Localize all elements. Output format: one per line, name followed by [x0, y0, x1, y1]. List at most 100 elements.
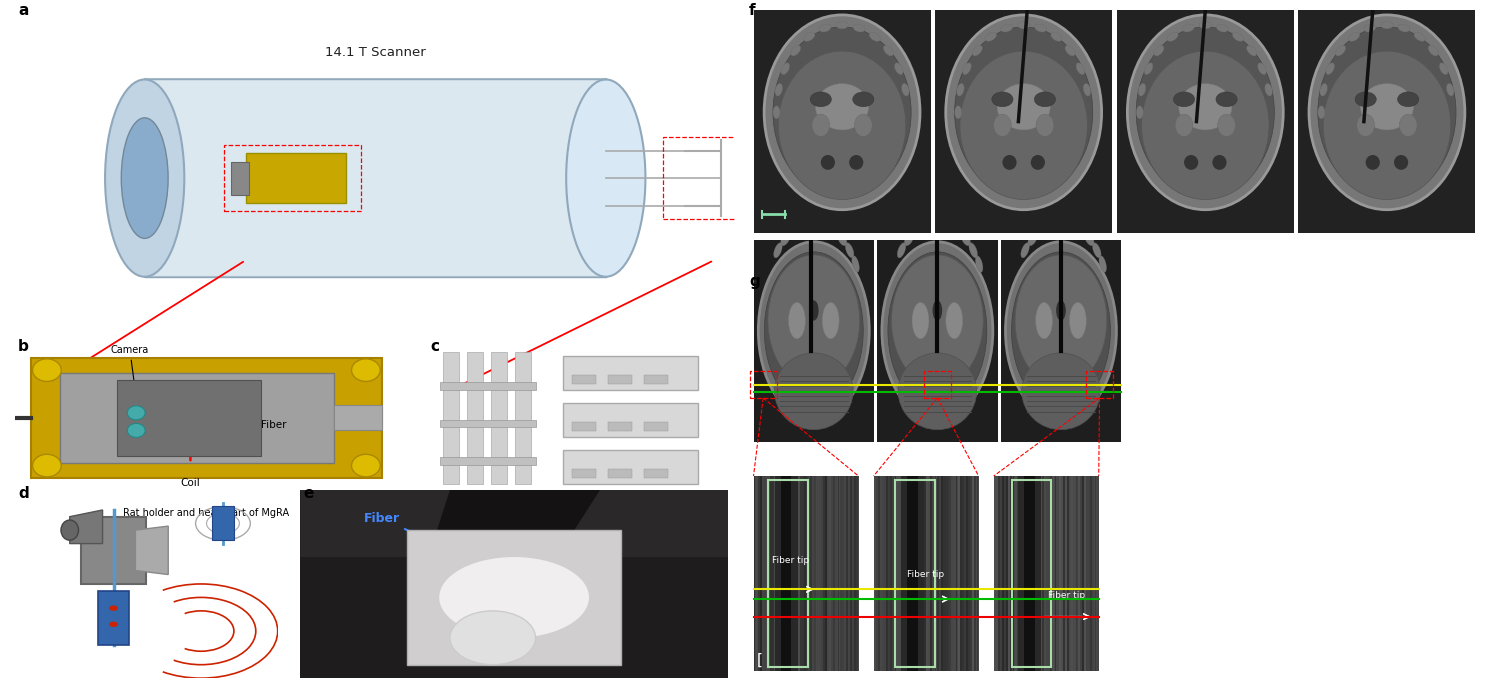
Ellipse shape [973, 45, 982, 56]
Ellipse shape [1036, 302, 1052, 339]
Bar [952, 476, 953, 671]
Ellipse shape [853, 24, 865, 32]
Bar [1058, 476, 1061, 671]
Ellipse shape [854, 114, 872, 136]
Bar [802, 476, 803, 671]
Bar [1088, 476, 1090, 671]
Bar [769, 476, 770, 671]
Ellipse shape [809, 301, 818, 321]
Bar [440, 458, 536, 465]
Ellipse shape [869, 32, 881, 41]
Bar [1000, 476, 1001, 671]
Bar [758, 476, 760, 671]
Ellipse shape [904, 232, 914, 246]
Bar [847, 476, 848, 671]
Bar [832, 476, 833, 671]
Bar [760, 476, 761, 671]
Text: Back part of MgRA: Back part of MgRA [533, 499, 623, 509]
Ellipse shape [992, 92, 1013, 107]
Bar [907, 476, 917, 671]
Ellipse shape [853, 92, 874, 107]
Bar [1019, 476, 1021, 671]
Bar [839, 476, 842, 671]
Bar [895, 476, 896, 671]
Ellipse shape [1034, 24, 1046, 32]
Bar [926, 476, 928, 671]
Bar [956, 476, 958, 671]
Bar [1036, 476, 1037, 671]
Bar [608, 422, 632, 431]
Ellipse shape [838, 232, 847, 246]
Ellipse shape [1034, 92, 1055, 107]
Text: Fiber: Fiber [365, 512, 518, 582]
Ellipse shape [1154, 45, 1163, 56]
Ellipse shape [1183, 24, 1195, 32]
Circle shape [351, 454, 380, 477]
Bar [806, 476, 808, 671]
Ellipse shape [812, 114, 830, 136]
Ellipse shape [932, 301, 943, 321]
Ellipse shape [1397, 92, 1418, 107]
Bar [644, 469, 668, 478]
Bar [932, 476, 934, 671]
Bar [790, 476, 791, 671]
Bar [953, 476, 955, 671]
Bar [1037, 476, 1040, 671]
Ellipse shape [1325, 63, 1334, 75]
Bar [1078, 476, 1079, 671]
Bar [117, 380, 261, 456]
Bar [212, 506, 234, 540]
Bar [1015, 476, 1016, 671]
Ellipse shape [1084, 84, 1091, 96]
Bar [1072, 476, 1073, 671]
Ellipse shape [1439, 63, 1448, 75]
Bar [836, 476, 838, 671]
Text: Fiber: Fiber [261, 421, 287, 430]
Circle shape [128, 406, 146, 420]
Ellipse shape [803, 32, 815, 41]
Ellipse shape [791, 45, 800, 56]
Bar [914, 476, 916, 671]
Bar [1093, 476, 1094, 671]
Polygon shape [557, 490, 728, 557]
Bar [1057, 476, 1058, 671]
Ellipse shape [1006, 242, 1117, 420]
Text: Fiber tip: Fiber tip [907, 569, 944, 579]
Bar [231, 162, 249, 195]
Bar [781, 476, 791, 671]
Bar [300, 490, 728, 557]
Ellipse shape [775, 353, 853, 429]
Bar [797, 476, 800, 671]
Ellipse shape [1213, 155, 1226, 170]
Bar [850, 476, 853, 671]
Ellipse shape [961, 51, 1087, 199]
Ellipse shape [898, 353, 977, 429]
Ellipse shape [1318, 105, 1325, 119]
Bar [754, 476, 755, 671]
Bar [1042, 476, 1043, 671]
Bar [224, 145, 360, 211]
Circle shape [128, 423, 146, 438]
Bar [1055, 476, 1057, 671]
Bar [1030, 476, 1031, 671]
Bar [440, 420, 536, 427]
Bar [977, 476, 979, 671]
Ellipse shape [1364, 24, 1376, 32]
Bar [246, 153, 347, 203]
Bar [608, 469, 632, 478]
Ellipse shape [1232, 32, 1244, 41]
Bar [791, 476, 793, 671]
Ellipse shape [1142, 51, 1268, 199]
Text: Fiber tip: Fiber tip [772, 556, 809, 565]
Text: Rat holder and head part of MgRA: Rat holder and head part of MgRA [123, 508, 290, 519]
Bar [928, 476, 931, 671]
Ellipse shape [1022, 353, 1100, 429]
Bar [1003, 476, 1004, 671]
Ellipse shape [845, 242, 854, 258]
Bar [1067, 476, 1069, 671]
Bar [779, 476, 781, 671]
Ellipse shape [105, 79, 185, 277]
Polygon shape [407, 530, 621, 664]
Bar [890, 476, 892, 671]
Bar [995, 476, 998, 671]
